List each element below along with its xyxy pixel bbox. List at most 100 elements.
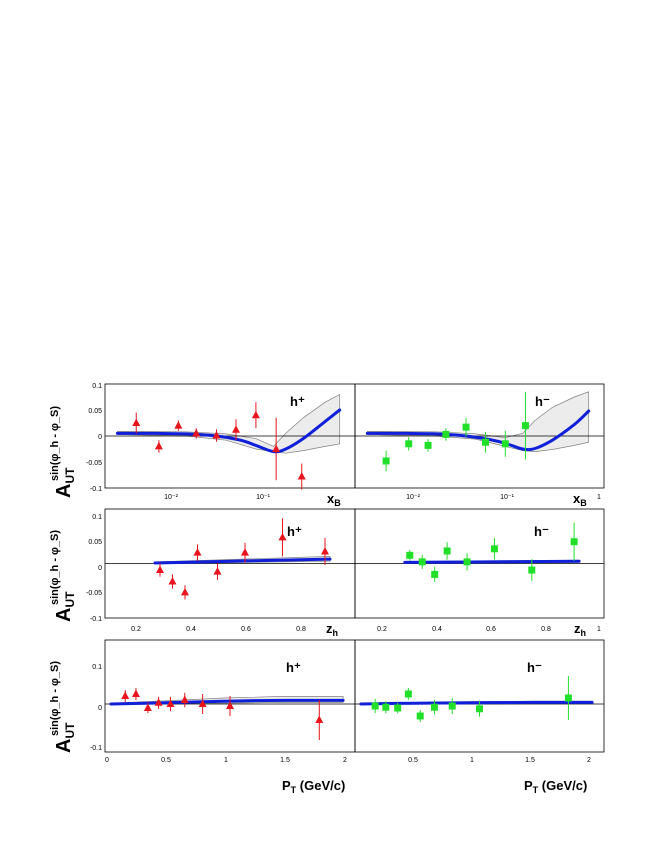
xtick: 1 (597, 494, 601, 501)
data-point-hminus (406, 551, 414, 559)
ytick: 0 (98, 705, 102, 712)
xtick: 10⁻² (406, 494, 420, 501)
xtick: 1 (597, 626, 601, 633)
data-point-hminus (564, 694, 572, 702)
axis-title-zh: zh (574, 621, 586, 638)
axis-title-PT: PT (GeV/c) (524, 778, 587, 795)
data-point-hminus (424, 441, 432, 449)
data-point-hminus (481, 438, 489, 446)
data-point-hplus (213, 567, 222, 575)
ylabel-text: AUT (53, 467, 77, 498)
xtick: 0.6 (486, 626, 496, 633)
xtick: 0.4 (432, 626, 442, 633)
data-point-hminus (476, 705, 483, 713)
ylabel-superscript: sin(φ_h - φ_S) (49, 406, 61, 481)
data-point-hminus (382, 703, 390, 711)
axis-title-xB: xB (573, 491, 587, 508)
hadron-label-hminus: h⁻ (535, 394, 550, 409)
data-point-hminus (371, 702, 379, 710)
ytick: 0 (98, 434, 102, 441)
xtick: 0.2 (131, 626, 141, 633)
xtick: 1 (470, 757, 474, 764)
data-point-hplus (132, 418, 141, 426)
xtick: 1.5 (525, 757, 535, 764)
data-point-hplus (251, 410, 260, 419)
xtick: 10⁻¹ (500, 494, 514, 501)
data-point-hminus (431, 570, 439, 578)
theory-band (117, 393, 341, 454)
xtick: 0 (105, 757, 109, 764)
data-point-hminus (462, 423, 470, 431)
theory-curve (153, 557, 332, 565)
xtick: 0.4 (186, 626, 196, 633)
data-point-hminus (570, 538, 578, 546)
data-point-hplus (168, 576, 177, 585)
xtick: 0.8 (541, 626, 551, 633)
hadron-label-hplus: h⁺ (290, 394, 305, 409)
data-point-hminus (418, 558, 426, 566)
data-point-hminus (394, 704, 402, 712)
y-axis-label-xB: AUT sin(φ_h - φ_S) (49, 406, 77, 498)
data-point-hplus (297, 472, 306, 480)
theory-curve (115, 408, 342, 454)
panel-xB-hminus (355, 391, 604, 472)
data-point-hminus (463, 558, 471, 566)
ylabel-text: AUT (53, 591, 77, 622)
panel-zh-hminus (355, 522, 604, 583)
data-point-hplus (180, 695, 189, 703)
row-PT: 0.1 0 -0.1 0 0.5 1 1.5 2 0.5 1 1.5 2 PT … (90, 639, 605, 795)
ytick: 0.05 (88, 408, 102, 415)
theory-band (366, 391, 590, 452)
data-point-hplus (272, 444, 281, 452)
xtick: 2 (587, 757, 591, 764)
data-point-hminus (405, 440, 413, 448)
hadron-label-hminus: h⁻ (534, 524, 549, 539)
data-point-hplus (154, 441, 163, 450)
ytick: -0.1 (90, 486, 102, 493)
data-point-hplus (315, 715, 324, 723)
xtick: 0.6 (241, 626, 251, 633)
axis-title-PT: PT (GeV/c) (282, 778, 345, 795)
axis-title-zh: zh (326, 621, 338, 638)
xtick: 1 (224, 757, 228, 764)
row-zh: 0.1 0.05 0 -0.05 -0.1 0.2 0.4 0.6 0.8 0.… (86, 508, 605, 638)
data-point-hminus (404, 690, 412, 698)
ytick: 0.1 (92, 383, 102, 390)
theory-curve (109, 698, 345, 706)
data-point-hminus (382, 457, 390, 465)
xtick: 0.2 (377, 626, 387, 633)
ylabel-superscript: sin(φ_h - φ_S) (49, 661, 61, 736)
data-point-hminus (501, 440, 509, 448)
hadron-label-hplus: h⁺ (286, 660, 301, 675)
data-point-hplus (174, 421, 183, 429)
panel-xB-hplus (105, 393, 355, 490)
data-point-hplus (181, 587, 189, 596)
data-point-hminus (521, 422, 529, 430)
hadron-label-hplus: h⁺ (287, 524, 302, 539)
data-point-hminus (490, 545, 498, 553)
data-point-hplus (232, 425, 241, 433)
ytick: -0.1 (90, 745, 102, 752)
data-point-hplus (193, 548, 202, 556)
data-point-hminus (416, 712, 424, 720)
data-point-hplus (278, 532, 287, 541)
xtick: 0.5 (408, 757, 418, 764)
y-axis-label-zh: AUT sin(φ_h - φ_S) (49, 530, 77, 622)
ytick: 0 (98, 565, 102, 572)
ytick: 0.1 (92, 664, 102, 671)
ytick: 0.05 (88, 539, 102, 546)
ytick: 0.1 (92, 514, 102, 521)
theory-curve (359, 700, 594, 706)
data-point-hminus (443, 547, 451, 555)
data-point-hplus (321, 547, 329, 555)
theory-curve (403, 559, 581, 564)
ylabel-superscript: sin(φ_h - φ_S) (49, 530, 61, 605)
data-point-hplus (131, 689, 140, 697)
data-point-hplus (212, 430, 221, 439)
panel-zh-hplus (105, 518, 355, 600)
panel-PT-hminus-frame (354, 639, 605, 753)
ylabel-text: AUT (53, 722, 77, 753)
row-xB: 0.1 0.05 0 -0.05 -0.1 10⁻² 10⁻¹ 10⁻² 10⁻… (86, 383, 605, 508)
data-point-hminus (442, 430, 450, 438)
